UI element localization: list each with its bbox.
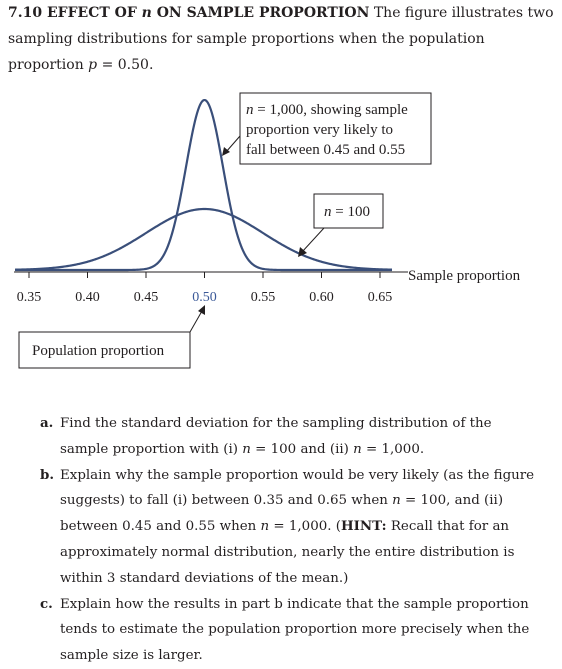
callout-n1000-arrow [225, 135, 241, 153]
tick-label-0.50: 0.50 [192, 290, 217, 305]
x-axis-ticks: 0.35 0.40 0.45 0.50 0.55 0.60 0.65 [17, 272, 393, 305]
p-variable: p [88, 57, 98, 73]
callout-n1000-text: n = 1,000, showing sample [246, 102, 408, 118]
questions-list: a. Find the standard deviation for the sa… [40, 411, 540, 669]
population-proportion-box [18, 331, 191, 369]
callout-n100-arrow [301, 227, 325, 253]
exercise-heading: 7.10 EFFECT OF n ON SAMPLE PROPORTION Th… [8, 5, 554, 73]
curve-n1000 [15, 98, 392, 272]
callout-n1000-box [239, 92, 432, 165]
tick-label-0.40: 0.40 [75, 290, 100, 305]
callout-n100-box [313, 193, 384, 229]
tick-label-0.65: 0.65 [368, 290, 393, 305]
question-a: a. Find the standard deviation for the sa… [40, 415, 492, 457]
exercise-intro-text: The figure illustrates two sampling dist… [8, 5, 554, 73]
tick-label-0.35: 0.35 [17, 290, 42, 305]
axis-label: Sample proportion [408, 268, 521, 284]
tick-label-0.60: 0.60 [309, 290, 334, 305]
question-c: c. Explain how the results in part b indi… [40, 595, 530, 664]
curve-n100 [14, 207, 393, 271]
population-arrowhead [198, 305, 205, 315]
question-b: b. Explain why the sample proportion woul… [40, 466, 535, 586]
sampling-distribution-figure: Sample proportion 0.35 0.40 0.45 0.50 0.55 0.… [14, 92, 521, 369]
callout-n1000-line2: proportion very likely to [246, 122, 393, 138]
callout-n100-text: n = 100 [324, 204, 370, 220]
population-proportion-label: Population proportion [32, 343, 165, 359]
population-arrow [189, 310, 203, 333]
callout-n1000-arrowhead [222, 147, 230, 156]
exercise-title: 7.10 EFFECT OF n ON SAMPLE PROPORTION [8, 5, 370, 21]
hint-label: HINT: [340, 518, 387, 535]
tick-label-0.55: 0.55 [251, 290, 276, 305]
tick-label-0.45: 0.45 [134, 290, 159, 305]
callout-n100-arrowhead [298, 247, 307, 257]
callout-n1000-line3: fall between 0.45 and 0.55 [246, 142, 405, 158]
